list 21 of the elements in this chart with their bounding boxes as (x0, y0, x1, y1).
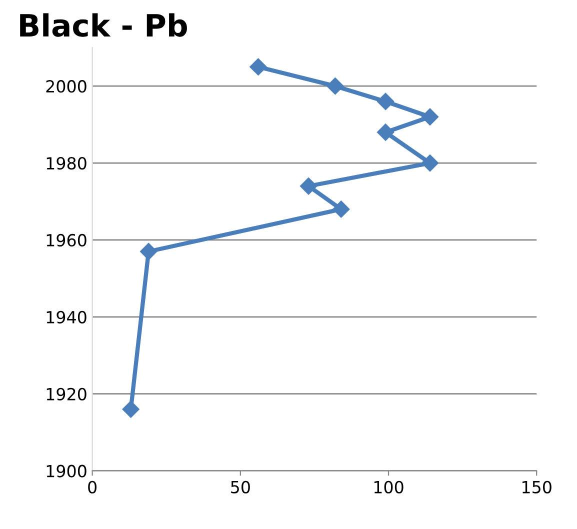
y-tick-label: 1900 (46, 464, 86, 478)
x-tick-label: 150 (522, 480, 552, 494)
y-tick-label: 2000 (46, 80, 86, 93)
point (326, 78, 344, 95)
point (332, 200, 350, 218)
y-tick-label: 1980 (46, 156, 86, 170)
point (421, 108, 439, 126)
point (377, 124, 394, 141)
point (377, 92, 394, 110)
chart-title: Black - Pb (20, 13, 187, 37)
x-tick-label: 50 (231, 480, 250, 494)
point (250, 58, 267, 76)
y-tick-label: 1920 (46, 388, 86, 400)
x-tick-label: 0 (88, 480, 97, 494)
point (300, 178, 318, 195)
x-tick-label: 100 (374, 480, 404, 494)
point (140, 242, 158, 260)
point (122, 400, 140, 418)
point (421, 154, 439, 172)
y-tick-label: 1940 (46, 310, 86, 324)
y-tick-label: 1960 (46, 234, 86, 247)
